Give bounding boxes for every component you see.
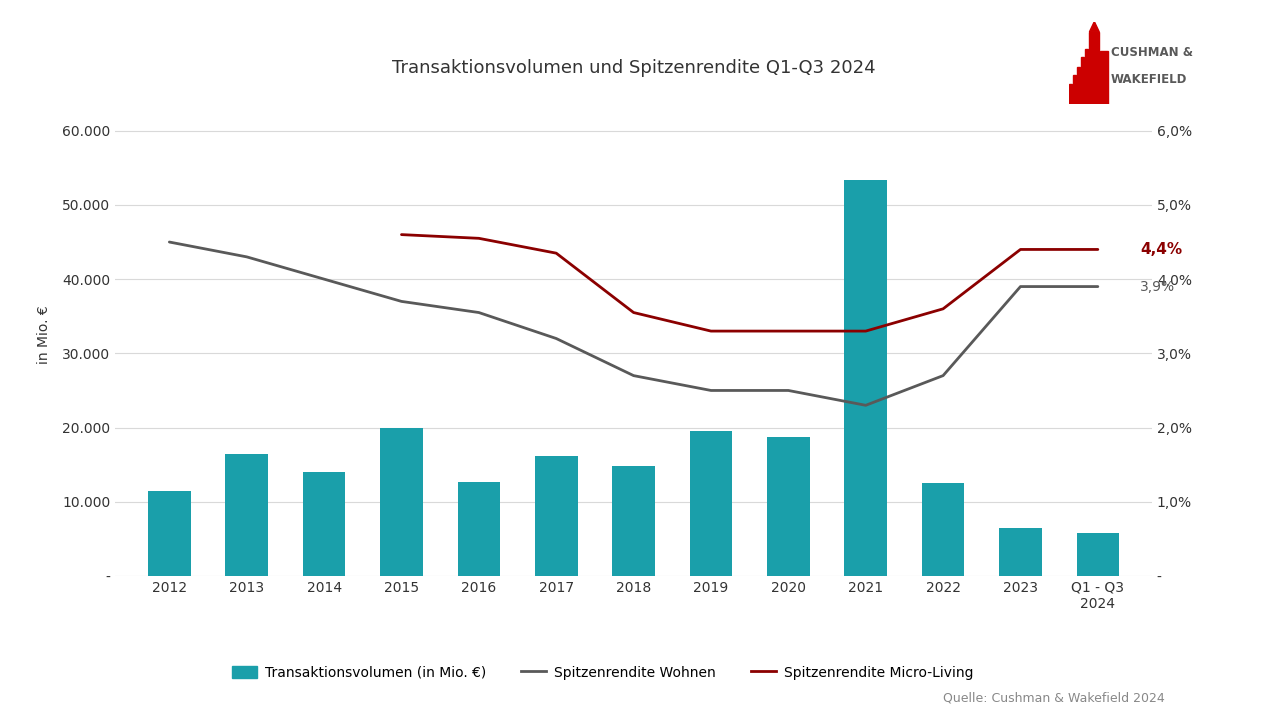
Bar: [457, 482, 500, 576]
Bar: [1073, 76, 1076, 104]
Title: Transaktionsvolumen und Spitzenrendite Q1-Q3 2024: Transaktionsvolumen und Spitzenrendite Q…: [392, 59, 876, 77]
Text: Quelle: Cushman & Wakefield 2024: Quelle: Cushman & Wakefield 2024: [943, 692, 1165, 705]
Bar: [690, 431, 732, 576]
Bar: [1076, 67, 1080, 104]
Bar: [148, 490, 191, 576]
Y-axis label: in Mio. €: in Mio. €: [37, 305, 51, 364]
Bar: [1089, 32, 1100, 104]
Bar: [767, 437, 810, 576]
Bar: [845, 181, 887, 576]
Legend: Transaktionsvolumen (in Mio. €), Spitzenrendite Wohnen, Spitzenrendite Micro-Liv: Transaktionsvolumen (in Mio. €), Spitzen…: [227, 660, 979, 685]
Bar: [1000, 528, 1042, 576]
Bar: [1076, 533, 1119, 576]
Text: WAKEFIELD: WAKEFIELD: [1111, 73, 1188, 86]
Text: 3,9%: 3,9%: [1140, 279, 1175, 294]
Bar: [922, 483, 964, 576]
Bar: [1080, 57, 1084, 104]
Bar: [303, 472, 346, 576]
Bar: [535, 456, 577, 576]
Bar: [1069, 84, 1073, 104]
Bar: [1084, 48, 1088, 104]
Bar: [225, 454, 268, 576]
Bar: [380, 428, 422, 576]
Text: 4,4%: 4,4%: [1140, 242, 1183, 257]
Text: CUSHMAN &: CUSHMAN &: [1111, 46, 1193, 59]
Polygon shape: [1089, 22, 1100, 32]
Bar: [612, 466, 655, 576]
Bar: [1100, 50, 1108, 104]
